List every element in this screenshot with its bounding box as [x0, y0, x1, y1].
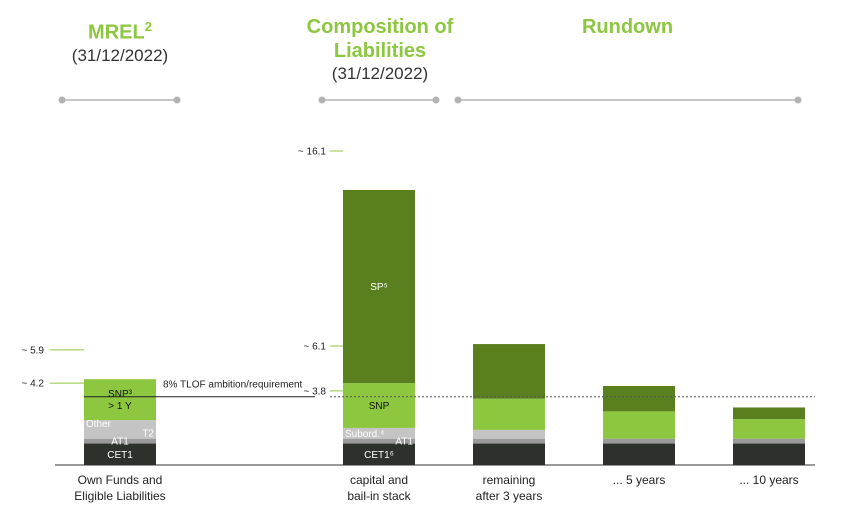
- rundown-divider-dot-right: [794, 96, 802, 104]
- value-label-3: ~ 16.1: [298, 147, 327, 158]
- bar-3-cet1-segment: [473, 443, 545, 465]
- bar-5-snp-segment: [733, 419, 805, 439]
- value-label-5: ~ 3.8: [303, 386, 326, 397]
- value-label-4: ~ 6.1: [303, 342, 326, 353]
- bar-3-sp-segment: [473, 344, 545, 399]
- mrel-divider-dot-left: [58, 96, 66, 104]
- category-label-5: ... 10 years: [739, 473, 798, 487]
- composition-title-line1: Composition of: [306, 16, 454, 38]
- rundown-title: Rundown: [581, 16, 674, 38]
- segment-label-1-t2: T2: [142, 428, 154, 439]
- mrel-divider-dot-right: [173, 96, 181, 104]
- bar-2-t2-segment: [343, 427, 415, 439]
- composition-date: (31/12/2022): [331, 64, 429, 83]
- bar-1-cet1-segment: [84, 443, 156, 465]
- category-label-3: remaining after 3 years: [476, 473, 543, 503]
- segment-label-1-other: Other: [86, 419, 112, 430]
- composition-divider-dot-left: [318, 96, 326, 104]
- segment-label-2-t2: Subord.⁴: [345, 429, 384, 440]
- bar-2-sp-segment: [343, 190, 415, 384]
- bar-2-snp-segment: [343, 383, 415, 428]
- header-dividers: [58, 96, 802, 104]
- labels-group: Own Funds and Eligible Liabilities capital…: [21, 147, 815, 503]
- segment-label-1-snp: SNP³ > 1 Y: [108, 389, 133, 412]
- rundown-header: Rundown: [540, 15, 715, 39]
- bar-1-at1-segment: [84, 438, 156, 444]
- bars-group: [84, 190, 805, 465]
- bar-1-other-segment: [84, 420, 156, 427]
- rundown-divider-dot-left: [454, 96, 462, 104]
- mrel-header: MREL2 (31/12/2022): [50, 15, 190, 67]
- segment-label-1-at1: AT1: [111, 437, 129, 448]
- segment-label-2-cet1: CET1⁶: [364, 450, 394, 461]
- mrel-date: (31/12/2022): [71, 45, 169, 65]
- bar-5-sp-segment: [733, 407, 805, 420]
- bar-1-snp-segment: [84, 379, 156, 421]
- value-label-2: ~ 4.2: [21, 379, 44, 390]
- bar-4-sp-segment: [603, 386, 675, 412]
- bar-4-at1-segment: [603, 438, 675, 444]
- segment-label-2-sp: SP⁵: [370, 282, 388, 293]
- category-label-1: Own Funds and Eligible Liabilities: [74, 473, 165, 503]
- composition-header: Composition of Liabilities (31/12/2022): [280, 15, 480, 85]
- bar-3-at1-segment: [473, 438, 545, 444]
- bar-5-at1-segment: [733, 438, 805, 444]
- segment-label-1-cet1: CET1: [107, 450, 133, 461]
- segment-label-2-snp: SNP: [369, 401, 390, 412]
- bar-3-t2-segment: [473, 429, 545, 439]
- reference-line-label: 8% TLOF ambition/requirement: [163, 380, 303, 391]
- category-label-2: capital and bail-in stack: [347, 473, 411, 503]
- composition-title-line2: Liabilities: [333, 40, 427, 62]
- bar-4-cet1-segment: [603, 443, 675, 465]
- category-label-4: ... 5 years: [613, 473, 666, 487]
- bar-2-cet1-segment: [343, 443, 415, 465]
- bar-3-snp-segment: [473, 398, 545, 430]
- value-label-1: ~ 5.9: [21, 345, 44, 356]
- composition-divider-dot-right: [432, 96, 440, 104]
- bar-2-at1-segment: [343, 438, 415, 444]
- segment-label-2-at1: AT1: [395, 437, 413, 448]
- mrel-title: MREL2: [88, 19, 152, 44]
- bar-5-cet1-segment: [733, 443, 805, 465]
- bar-4-snp-segment: [603, 411, 675, 439]
- bar-1-t2-segment: [84, 426, 156, 439]
